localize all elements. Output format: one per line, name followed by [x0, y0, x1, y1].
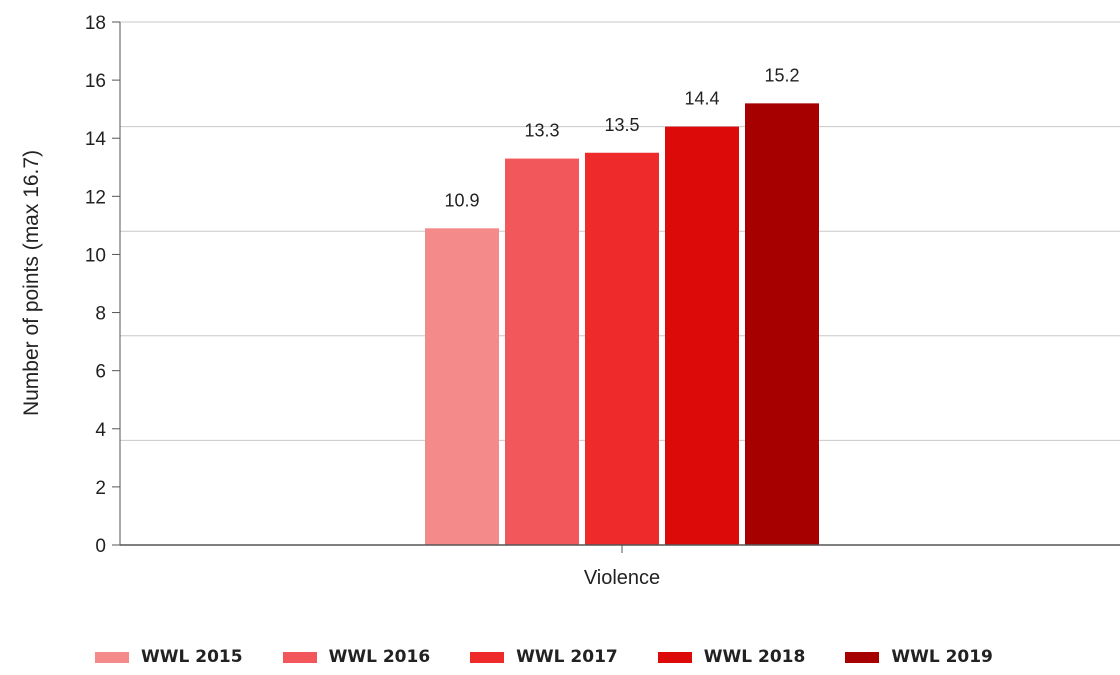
bar [585, 152, 659, 545]
y-tick-label: 4 [95, 420, 106, 441]
bar [425, 228, 499, 546]
legend-label: WWL 2015 [141, 647, 243, 667]
y-tick-label: 8 [95, 304, 106, 325]
data-label: 13.5 [604, 115, 639, 135]
y-tick-label: 18 [85, 13, 106, 34]
bar [745, 103, 819, 545]
y-tick-label: 2 [95, 478, 106, 499]
legend-swatch [845, 651, 880, 663]
legend-label: WWL 2017 [516, 647, 618, 667]
legend-item[interactable]: WWL 2015 [95, 647, 243, 667]
legend-label: WWL 2016 [328, 647, 431, 667]
y-tick-label: 16 [85, 71, 106, 92]
x-tick-label: Violence [584, 567, 660, 589]
legend-item[interactable]: WWL 2019 [845, 647, 993, 667]
legend-item[interactable]: WWL 2018 [657, 647, 806, 667]
legend-swatch [95, 651, 129, 663]
y-tick-label: 0 [95, 536, 106, 557]
y-tick-label: 12 [85, 187, 106, 208]
bar [505, 158, 579, 546]
y-axis-title: Number of points (max 16.7) [20, 150, 43, 416]
y-tick-label: 14 [85, 129, 107, 150]
legend-label: WWL 2018 [703, 647, 806, 667]
legend-item[interactable]: WWL 2017 [470, 647, 618, 667]
bar [665, 126, 739, 545]
data-label: 13.3 [524, 121, 559, 141]
label-layer: 10.9 13.3 13.5 14.4 15.2 0 2 4 6 8 10 12 14 16 18 Viole… [85, 13, 800, 589]
legend-item[interactable]: WWL 2016 [282, 647, 431, 667]
data-label: 15.2 [764, 65, 799, 85]
data-label: 14.4 [684, 89, 719, 109]
legend: WWL 2015 WWL 2016 WWL 2017 WWL 2018 WWL 2019 [95, 647, 1033, 667]
y-tick-label: 10 [85, 245, 106, 266]
legend-swatch [470, 651, 505, 663]
data-label: 10.9 [444, 190, 479, 210]
bar-layer [425, 103, 819, 546]
legend-swatch [282, 651, 317, 663]
legend-swatch [657, 651, 692, 663]
y-tick-label: 6 [95, 362, 106, 383]
legend-label: WWL 2019 [891, 647, 993, 667]
axis-layer [112, 21, 1120, 553]
